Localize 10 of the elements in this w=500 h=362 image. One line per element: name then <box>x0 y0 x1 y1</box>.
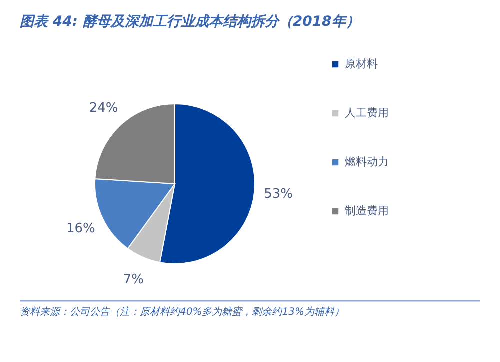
data-label: 53% <box>264 186 293 202</box>
legend-label: 原材料 <box>345 58 378 70</box>
legend-label: 人工费用 <box>345 106 389 120</box>
text: 资料来源：公司公告（注：原材料约40%多为糖蜜，剩余约13%为辅料） <box>20 306 344 318</box>
legend-label: 燃料动力 <box>345 156 389 168</box>
data-label: 7% <box>123 272 144 288</box>
data-label: 16% <box>66 221 96 236</box>
chart-title: 图表 44: 酵母及深加工行业成本结构拆分（2018年） <box>20 14 360 30</box>
data-label: 24% <box>89 101 118 116</box>
legend-label: 制造费用 <box>345 204 389 218</box>
